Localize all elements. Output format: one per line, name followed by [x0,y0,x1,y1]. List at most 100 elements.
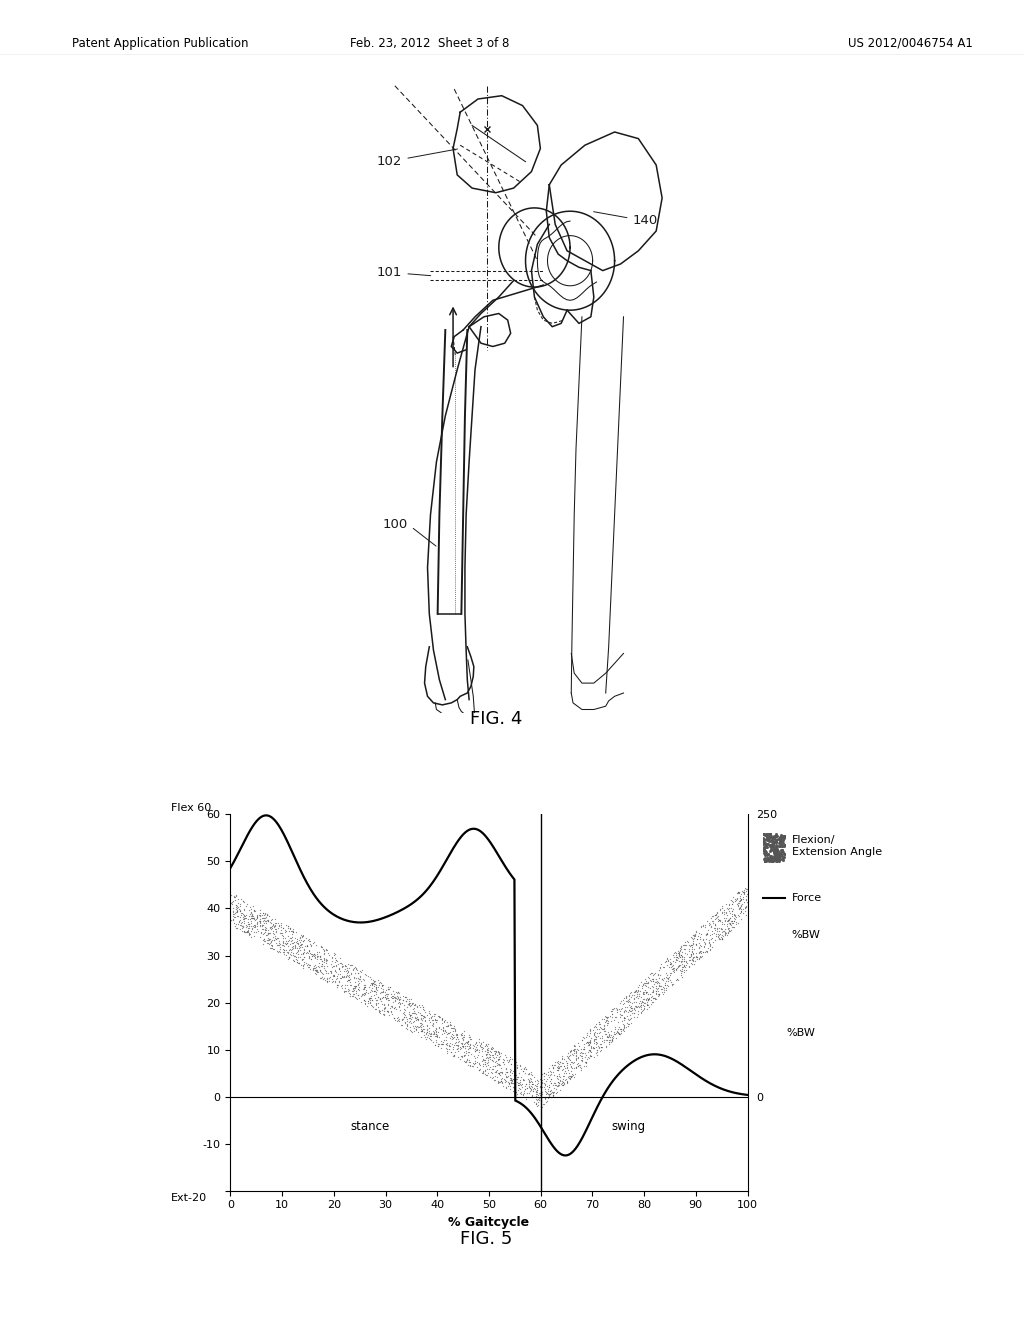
Point [429,1022,445,1043]
Point [762,826,778,847]
Point [668,946,684,968]
Point [581,1041,597,1063]
Point [442,1011,459,1032]
Point [276,936,293,957]
Point [368,978,384,999]
Point [446,1035,463,1056]
Point [413,1012,429,1034]
Point [259,923,275,944]
Point [482,1056,499,1077]
Point [735,882,752,903]
Point [236,891,252,912]
Point [621,986,637,1007]
Point [676,954,692,975]
Point [509,1055,525,1076]
Point [708,924,724,945]
Point [472,1035,488,1056]
Point [342,969,358,990]
Point [443,1034,460,1055]
Point [714,902,730,923]
Point [674,941,690,962]
Point [653,982,670,1003]
Point [567,1049,584,1071]
Point [606,1007,623,1028]
Point [590,1035,606,1056]
Point [483,1049,500,1071]
Point [769,841,785,862]
Point [241,911,257,932]
Point [357,965,374,986]
Point [276,940,293,961]
Point [674,954,690,975]
Point [589,1032,605,1053]
Point [288,946,304,968]
Point [299,936,315,957]
Point [556,1056,572,1077]
Point [356,982,373,1003]
Point [326,965,342,986]
Point [771,826,787,847]
Point [480,1052,497,1073]
Point [718,908,734,929]
Point [434,1007,451,1028]
Point [687,924,703,945]
Point [420,1024,436,1045]
Point [665,957,681,978]
Point [538,1084,554,1105]
Point [624,985,640,1006]
Point [281,942,297,964]
Point [367,970,383,991]
Point [487,1069,504,1090]
Point [549,1065,565,1086]
Point [484,1044,501,1065]
Point [397,991,414,1012]
Point [236,899,252,920]
Point [438,1011,455,1032]
Point [707,915,723,936]
Point [242,899,258,920]
Point [399,1008,416,1030]
Point [768,825,784,846]
Point [690,941,707,962]
Point [568,1041,585,1063]
Point [635,983,651,1005]
Point [332,961,348,982]
Point [716,903,732,924]
Point [729,892,745,913]
Point [490,1043,507,1064]
Point [442,1032,459,1053]
Point [640,989,656,1010]
Point [773,824,790,845]
Point [768,836,784,857]
Point [434,1034,451,1055]
Point [764,833,780,854]
Point [717,921,733,942]
Point [733,900,750,921]
Point [458,1044,474,1065]
Point [598,1007,614,1028]
Point [270,913,287,935]
Point [490,1044,507,1065]
Point [385,987,401,1008]
Point [549,1068,565,1089]
Point [701,924,718,945]
Point [692,935,709,956]
Point [763,838,779,859]
Point [385,981,401,1002]
Point [691,946,708,968]
Point [710,911,726,932]
Point [630,1001,646,1022]
Point [711,909,727,931]
Point [309,961,326,982]
Point [303,948,319,969]
Point [385,986,401,1007]
Point [734,894,751,915]
Point [554,1071,570,1092]
Point [713,919,729,940]
Point [414,1020,430,1041]
Point [274,932,291,953]
Point [717,919,733,940]
Point [612,1003,629,1024]
Point [246,916,262,937]
Point [681,956,697,977]
